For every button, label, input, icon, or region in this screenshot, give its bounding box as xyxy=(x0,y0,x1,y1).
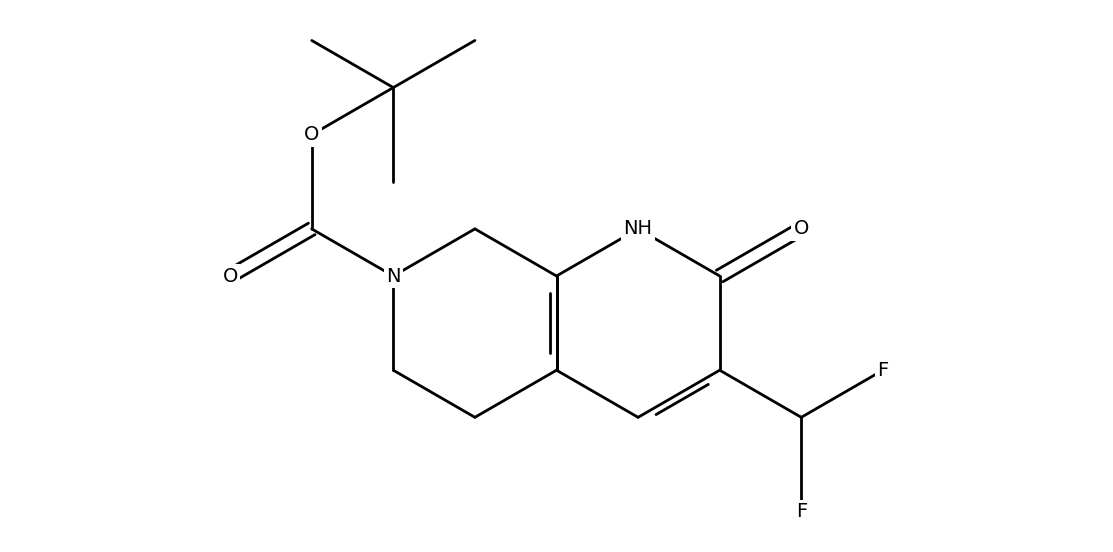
Text: N: N xyxy=(386,267,401,285)
Text: O: O xyxy=(304,125,319,144)
Text: F: F xyxy=(877,360,888,380)
Text: NH: NH xyxy=(623,219,652,238)
Text: F: F xyxy=(796,502,807,521)
Text: O: O xyxy=(794,219,809,238)
Text: O: O xyxy=(223,267,238,285)
